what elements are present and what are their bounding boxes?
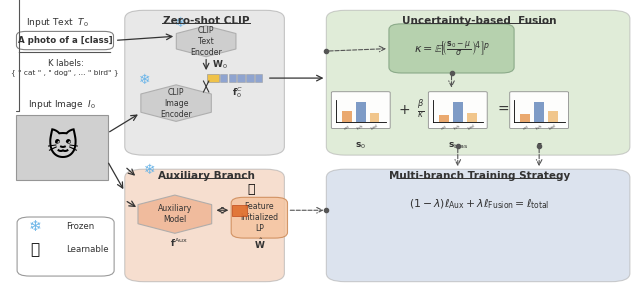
Text: Input Text  $T_0$: Input Text $T_0$ [26,16,88,29]
FancyBboxPatch shape [509,92,568,128]
FancyBboxPatch shape [332,92,390,128]
Bar [207,74,219,82]
Text: Learnable: Learnable [67,245,109,254]
Text: ❄: ❄ [139,73,150,87]
FancyBboxPatch shape [17,115,108,180]
Bar [520,114,531,122]
Text: =: = [497,103,509,117]
Text: 🔥: 🔥 [248,183,255,196]
Text: { " cat " , " dog" , ... " bird" }: { " cat " , " dog" , ... " bird" } [12,70,119,76]
Text: fish: fish [535,124,543,131]
Text: Auxiliary Branch: Auxiliary Branch [157,170,255,181]
Text: bird: bird [370,124,379,131]
FancyBboxPatch shape [17,217,114,276]
Polygon shape [177,26,236,57]
Bar [255,74,262,82]
Text: Frozen: Frozen [67,221,95,230]
Bar [356,102,365,122]
FancyBboxPatch shape [231,197,287,238]
Text: $\mathbf{f}_0^C$: $\mathbf{f}_0^C$ [232,86,243,100]
Polygon shape [141,85,211,122]
Text: Uncertainty-based  Fusion: Uncertainty-based Fusion [403,16,557,26]
Bar [220,74,227,82]
Bar [453,102,463,122]
Text: fish: fish [356,124,365,131]
Text: +: + [399,103,410,117]
FancyBboxPatch shape [125,10,284,155]
Text: $\mathbf{s}_0$: $\mathbf{s}_0$ [355,141,366,151]
Bar [232,205,248,216]
FancyBboxPatch shape [326,10,630,155]
FancyBboxPatch shape [389,24,514,73]
Bar [534,102,544,122]
Text: Auxiliary
Model: Auxiliary Model [157,204,192,224]
Bar [228,74,236,82]
Polygon shape [138,195,212,233]
Text: A photo of a [class]: A photo of a [class] [18,36,113,45]
Text: Input Image  $I_0$: Input Image $I_0$ [28,98,96,111]
Text: CLIP
Text
Encoder: CLIP Text Encoder [190,26,222,57]
FancyBboxPatch shape [326,169,630,282]
Text: bird: bird [548,124,557,131]
Text: ❄: ❄ [175,16,187,30]
Text: Zero-shot CLIP: Zero-shot CLIP [163,16,250,26]
Bar [342,111,352,122]
FancyBboxPatch shape [428,92,487,128]
Text: ❄: ❄ [144,163,156,177]
Text: 🐱: 🐱 [46,132,78,162]
Text: bird: bird [467,124,476,131]
Text: Multi-branch Training Strategy: Multi-branch Training Strategy [389,170,570,181]
Bar [246,74,253,82]
Text: fish: fish [454,124,462,131]
Bar [369,113,380,122]
FancyBboxPatch shape [17,31,113,50]
Text: $(1-\lambda)\ell_{\mathrm{Aux}} + \lambda\ell_{\mathrm{Fusion}} = \ell_{\mathrm{: $(1-\lambda)\ell_{\mathrm{Aux}} + \lambd… [410,198,550,211]
Text: CLIP
Image
Encoder: CLIP Image Encoder [160,88,192,119]
Text: cat: cat [522,124,529,130]
Text: $\hat{\mathbf{W}}$: $\hat{\mathbf{W}}$ [253,236,265,251]
Text: $\mathbf{f}^{\mathrm{Aux}}$: $\mathbf{f}^{\mathrm{Aux}}$ [170,237,188,249]
Text: K labels:: K labels: [48,59,83,68]
Text: cat: cat [344,124,351,130]
Text: $\frac{\beta}{\kappa}$: $\frac{\beta}{\kappa}$ [417,99,424,121]
FancyBboxPatch shape [125,169,284,282]
Text: ❄: ❄ [28,219,41,234]
Text: cat: cat [440,124,447,130]
Bar [548,111,558,122]
Text: $\mathbf{s}_{\mathrm{bias}}$: $\mathbf{s}_{\mathrm{bias}}$ [448,141,468,151]
Bar [439,115,449,122]
Text: $\kappa = \mathbb{E}\!\left[\!\left(\frac{\mathbf{s}_0 - \mu}{\sigma}\right)^{\!: $\kappa = \mathbb{E}\!\left[\!\left(\fra… [413,39,490,58]
Bar [467,113,477,122]
Text: $\mathbf{W}_0$: $\mathbf{W}_0$ [212,58,228,71]
Text: Feature
Initialized
LP: Feature Initialized LP [240,202,278,234]
Bar [237,74,245,82]
Text: $\mathbf{s}$: $\mathbf{s}$ [536,141,543,150]
Text: 🔥: 🔥 [30,242,39,257]
